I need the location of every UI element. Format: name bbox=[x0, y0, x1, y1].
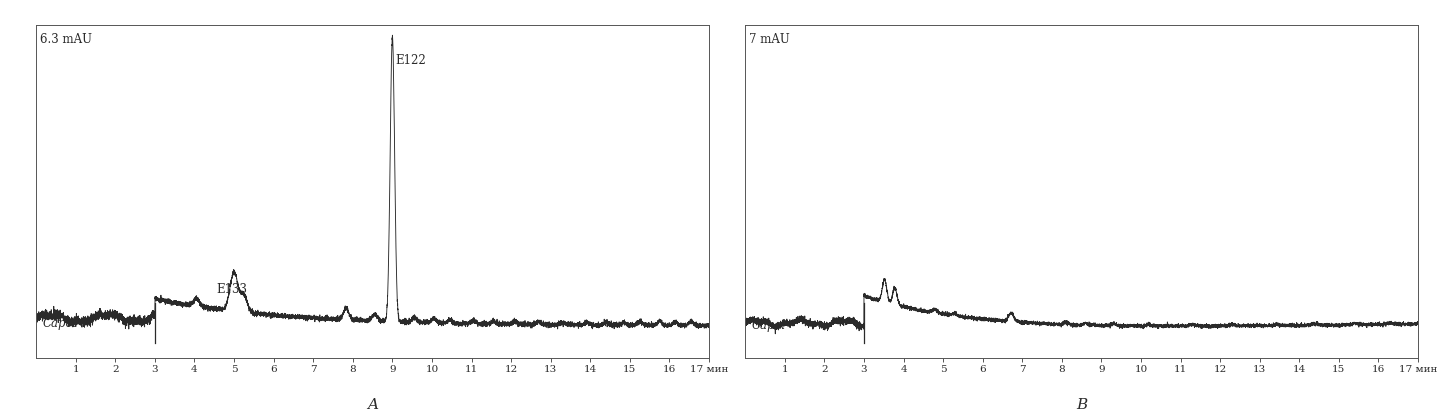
Text: E133: E133 bbox=[216, 283, 247, 296]
Text: Capel: Capel bbox=[42, 317, 77, 330]
Text: 6.3 mAU: 6.3 mAU bbox=[39, 33, 91, 46]
Text: 7 mAU: 7 mAU bbox=[748, 33, 789, 46]
Text: A: A bbox=[368, 398, 378, 412]
Text: Capel: Capel bbox=[751, 319, 786, 332]
Text: E122: E122 bbox=[395, 54, 427, 67]
Text: B: B bbox=[1077, 398, 1087, 412]
